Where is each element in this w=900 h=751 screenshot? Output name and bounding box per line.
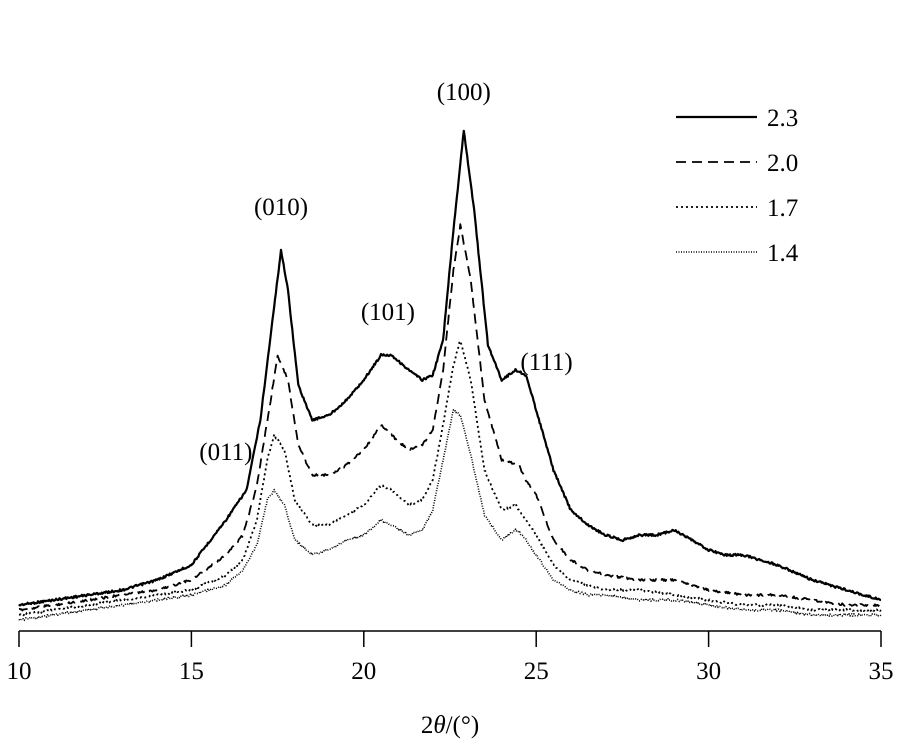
peak-label: (101) [361, 299, 415, 326]
x-tick-label: 15 [179, 658, 204, 685]
series-line-1.4 [18, 409, 882, 622]
legend: 2.3 2.0 1.7 1.4 [676, 105, 799, 267]
x-tick-label: 35 [869, 658, 894, 685]
x-tick-label: 10 [7, 658, 32, 685]
legend-label-1.4: 1.4 [767, 240, 799, 267]
legend-label-1.7: 1.7 [767, 195, 798, 222]
x-axis-title: 2θ/(°) [421, 712, 479, 739]
peak-label: (100) [437, 79, 491, 106]
series-layer [18, 129, 882, 622]
x-axis: 10 15 20 25 30 35 [7, 630, 894, 685]
x-tick-label: 25 [524, 658, 549, 685]
series-line-2.0 [18, 223, 882, 612]
x-tick-label: 20 [351, 658, 376, 685]
series-line-1.7 [18, 340, 882, 617]
peak-annotations: (011) (010) (101) (100) (111) [199, 79, 572, 466]
peak-label: (010) [254, 194, 308, 221]
series-line-2.3 [18, 129, 882, 607]
legend-label-2.3: 2.3 [767, 105, 798, 132]
peak-label: (111) [520, 349, 572, 376]
peak-label: (011) [199, 439, 252, 466]
x-tick-label: 30 [696, 658, 721, 685]
legend-label-2.0: 2.0 [767, 150, 798, 177]
